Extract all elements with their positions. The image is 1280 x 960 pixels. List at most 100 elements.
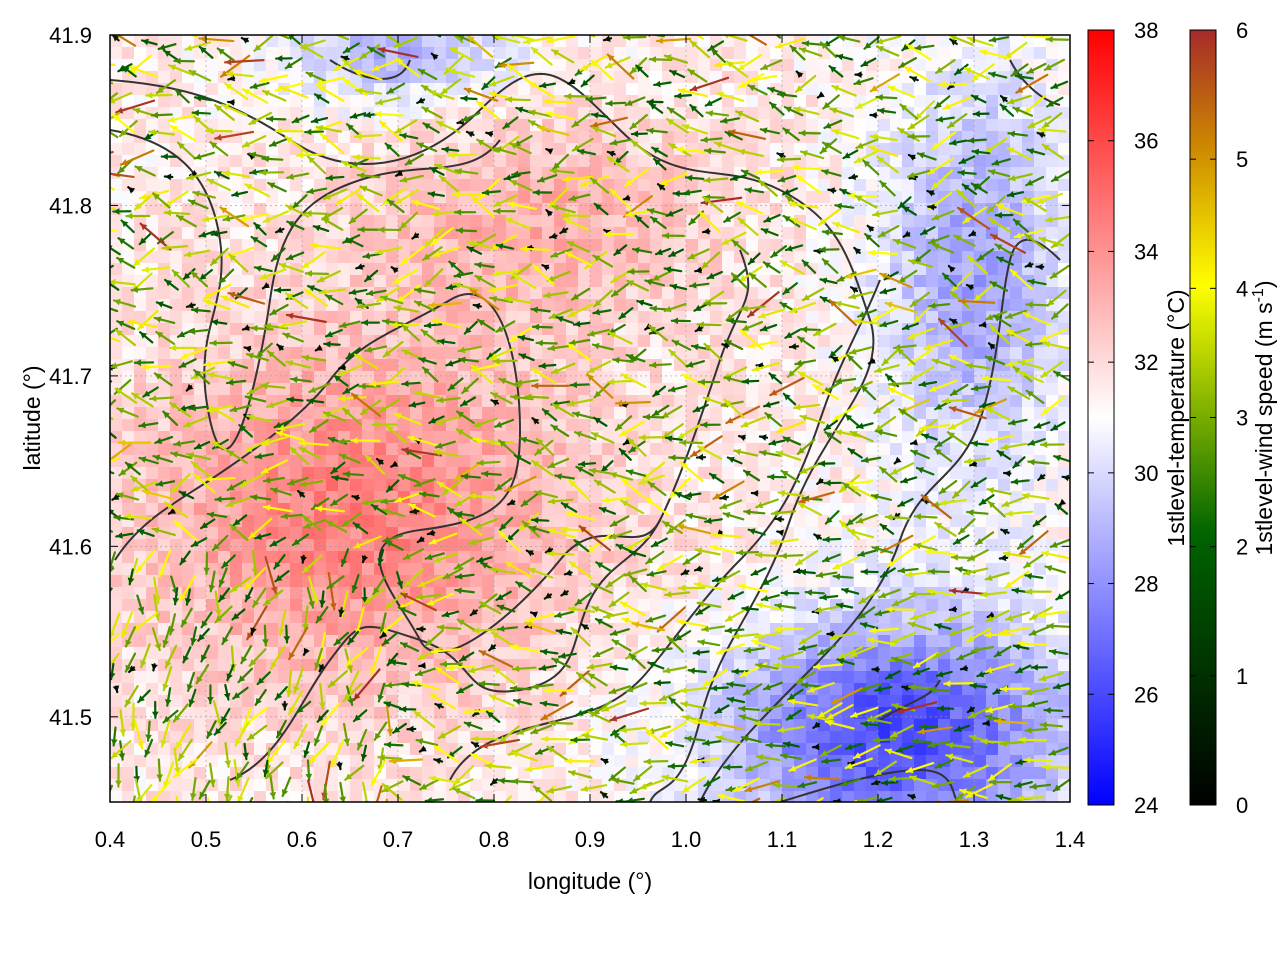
heatmap-cell [986, 131, 999, 144]
heatmap-cell [650, 419, 663, 432]
heatmap-cell [734, 179, 747, 192]
heatmap-cell [818, 359, 831, 372]
heatmap-cell [770, 731, 783, 744]
heatmap-cell [842, 467, 855, 480]
heatmap-cell [386, 767, 399, 780]
heatmap-cell [878, 191, 891, 204]
heatmap-cell [950, 179, 963, 192]
heatmap-cell [818, 107, 831, 120]
heatmap-cell [854, 635, 867, 648]
heatmap-cell [614, 95, 627, 108]
heatmap-cell [206, 383, 219, 396]
heatmap-cell [386, 251, 399, 264]
heatmap-cell [770, 275, 783, 288]
heatmap-cell [338, 479, 351, 492]
heatmap-cell [758, 95, 771, 108]
heatmap-cell [410, 467, 423, 480]
heatmap-cell [962, 107, 975, 120]
heatmap-cell [362, 143, 375, 156]
heatmap-cell [914, 155, 927, 168]
heatmap-cell [566, 491, 579, 504]
heatmap-cell [230, 131, 243, 144]
heatmap-cell [794, 383, 807, 396]
heatmap-cell [890, 179, 903, 192]
heatmap-cell [266, 407, 279, 420]
heatmap-cell [290, 575, 303, 588]
heatmap-cell [758, 47, 771, 60]
heatmap-cell [434, 611, 447, 624]
heatmap-cell [206, 755, 219, 768]
heatmap-cell [626, 395, 639, 408]
heatmap-cell [410, 695, 423, 708]
heatmap-cell [374, 479, 387, 492]
heatmap-cell [350, 275, 363, 288]
heatmap-cell [962, 695, 975, 708]
heatmap-cell [350, 779, 363, 792]
heatmap-cell [674, 179, 687, 192]
heatmap-cell [470, 47, 483, 60]
heatmap-cell [1034, 707, 1047, 720]
heatmap-cell [266, 239, 279, 252]
heatmap-cell [662, 323, 675, 336]
heatmap-cell [854, 503, 867, 516]
heatmap-cell [506, 551, 519, 564]
heatmap-cell [302, 191, 315, 204]
heatmap-cell [950, 143, 963, 156]
heatmap-cell [266, 227, 279, 240]
heatmap-cell [710, 299, 723, 312]
heatmap-cell [206, 59, 219, 72]
heatmap-cell [650, 131, 663, 144]
heatmap-cell [722, 179, 735, 192]
heatmap-cell [854, 215, 867, 228]
heatmap-cell [926, 83, 939, 96]
heatmap-cell [926, 35, 939, 48]
heatmap-cell [638, 371, 651, 384]
heatmap-cell [842, 635, 855, 648]
heatmap-cell [1046, 227, 1059, 240]
heatmap-cell [902, 311, 915, 324]
heatmap-cell [722, 203, 735, 216]
heatmap-cell [410, 563, 423, 576]
heatmap-cell [938, 371, 951, 384]
heatmap-cell [866, 47, 879, 60]
heatmap-cell [1034, 251, 1047, 264]
heatmap-cell [590, 623, 603, 636]
heatmap-cell [530, 215, 543, 228]
heatmap-cell [434, 59, 447, 72]
heatmap-cell [122, 275, 135, 288]
heatmap-cell [422, 215, 435, 228]
heatmap-cell [230, 275, 243, 288]
heatmap-cell [698, 59, 711, 72]
heatmap-cell [110, 83, 123, 96]
heatmap-cell [158, 347, 171, 360]
heatmap-cell [494, 407, 507, 420]
heatmap-cell [758, 287, 771, 300]
heatmap-cell [830, 251, 843, 264]
heatmap-cell [998, 383, 1011, 396]
heatmap-cell [998, 131, 1011, 144]
heatmap-cell [470, 119, 483, 132]
heatmap-cell [566, 347, 579, 360]
heatmap-cell [998, 119, 1011, 132]
heatmap-cell [290, 563, 303, 576]
heatmap-cell [710, 251, 723, 264]
heatmap-cell [398, 731, 411, 744]
heatmap-cell [506, 155, 519, 168]
heatmap-cell [770, 191, 783, 204]
heatmap-cell [158, 467, 171, 480]
heatmap-cell [638, 599, 651, 612]
heatmap-cell [674, 95, 687, 108]
heatmap-cell [734, 155, 747, 168]
heatmap-cell [110, 191, 123, 204]
heatmap-cell [566, 443, 579, 456]
heatmap-cell [626, 287, 639, 300]
heatmap-cell [962, 335, 975, 348]
heatmap-cell [254, 119, 267, 132]
heatmap-cell [638, 455, 651, 468]
heatmap-cell [302, 95, 315, 108]
heatmap-cell [290, 179, 303, 192]
heatmap-cell [566, 419, 579, 432]
heatmap-cell [770, 455, 783, 468]
heatmap-cell [842, 323, 855, 336]
heatmap-cell [398, 647, 411, 660]
